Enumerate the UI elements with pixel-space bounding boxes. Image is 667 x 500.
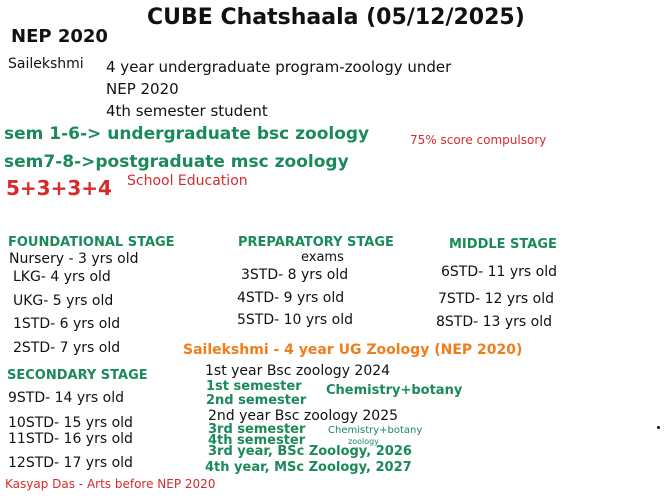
footer-note: Kasyap Das - Arts before NEP 2020: [5, 477, 216, 491]
ug-sem-3: 3rd semester: [208, 422, 306, 437]
ug-subjects-1: Chemistry+botany: [326, 383, 463, 398]
preparatory-heading: PREPARATORY STAGE: [238, 235, 394, 250]
foundational-item: 1STD- 6 yrs old: [13, 316, 121, 332]
ug-sem-1: 1st semester: [206, 379, 302, 394]
middle-item: 7STD- 12 yrs old: [438, 291, 555, 307]
intro-line-2: NEP 2020: [106, 80, 179, 98]
ug-sem-4: 4th semester: [208, 433, 306, 448]
secondary-heading: SECONDARY STAGE: [7, 368, 148, 383]
dot-mark: [657, 426, 660, 429]
preparatory-item: 5STD- 10 yrs old: [237, 312, 354, 328]
foundational-item: UKG- 5 yrs old: [13, 293, 114, 309]
sem-ug-line: sem 1-6-> undergraduate bsc zoology: [4, 124, 370, 144]
foundational-item: Nursery - 3 yrs old: [9, 251, 139, 267]
foundational-heading: FOUNDATIONAL STAGE: [8, 235, 175, 250]
secondary-item: 10STD- 15 yrs old: [8, 415, 133, 431]
preparatory-item: 3STD- 8 yrs old: [241, 267, 349, 283]
page-title: CUBE Chatshaala (05/12/2025): [147, 5, 525, 30]
ug-heading: Sailekshmi - 4 year UG Zoology (NEP 2020…: [183, 342, 523, 358]
secondary-item: 9STD- 14 yrs old: [8, 390, 125, 406]
ug-year-1: 1st year Bsc zoology 2024: [205, 363, 391, 379]
school-label: School Education: [127, 173, 248, 189]
ug-year-3: 3rd year, BSc Zoology, 2026: [208, 444, 412, 459]
ug-subject-zoology: zoology: [348, 437, 379, 446]
intro-line-3: 4th semester student: [106, 102, 268, 120]
middle-item: 6STD- 11 yrs old: [441, 264, 558, 280]
preparatory-item: 4STD- 9 yrs old: [237, 290, 345, 306]
secondary-item: 11STD- 16 yrs old: [8, 431, 133, 447]
preparatory-note: exams: [301, 250, 344, 265]
secondary-item: 12STD- 17 yrs old: [8, 455, 133, 471]
ug-year-2: 2nd year Bsc zoology 2025: [208, 408, 399, 424]
ug-year-4: 4th year, MSc Zoology, 2027: [205, 460, 412, 475]
sem-pg-line: sem7-8->postgraduate msc zoology: [4, 152, 349, 172]
score-note: 75% score compulsory: [410, 133, 547, 147]
school-formula: 5+3+3+4: [6, 176, 112, 200]
foundational-item: 2STD- 7 yrs old: [13, 340, 121, 356]
foundational-item: LKG- 4 yrs old: [13, 269, 111, 285]
nep-heading: NEP 2020: [11, 26, 108, 47]
intro-line-1: 4 year undergraduate program-zoology und…: [106, 58, 452, 76]
intro-name: Sailekshmi: [8, 56, 84, 72]
middle-heading: MIDDLE STAGE: [449, 237, 557, 252]
middle-item: 8STD- 13 yrs old: [436, 314, 553, 330]
ug-subjects-2: Chemistry+botany: [328, 425, 423, 436]
ug-sem-2: 2nd semester: [206, 393, 307, 408]
